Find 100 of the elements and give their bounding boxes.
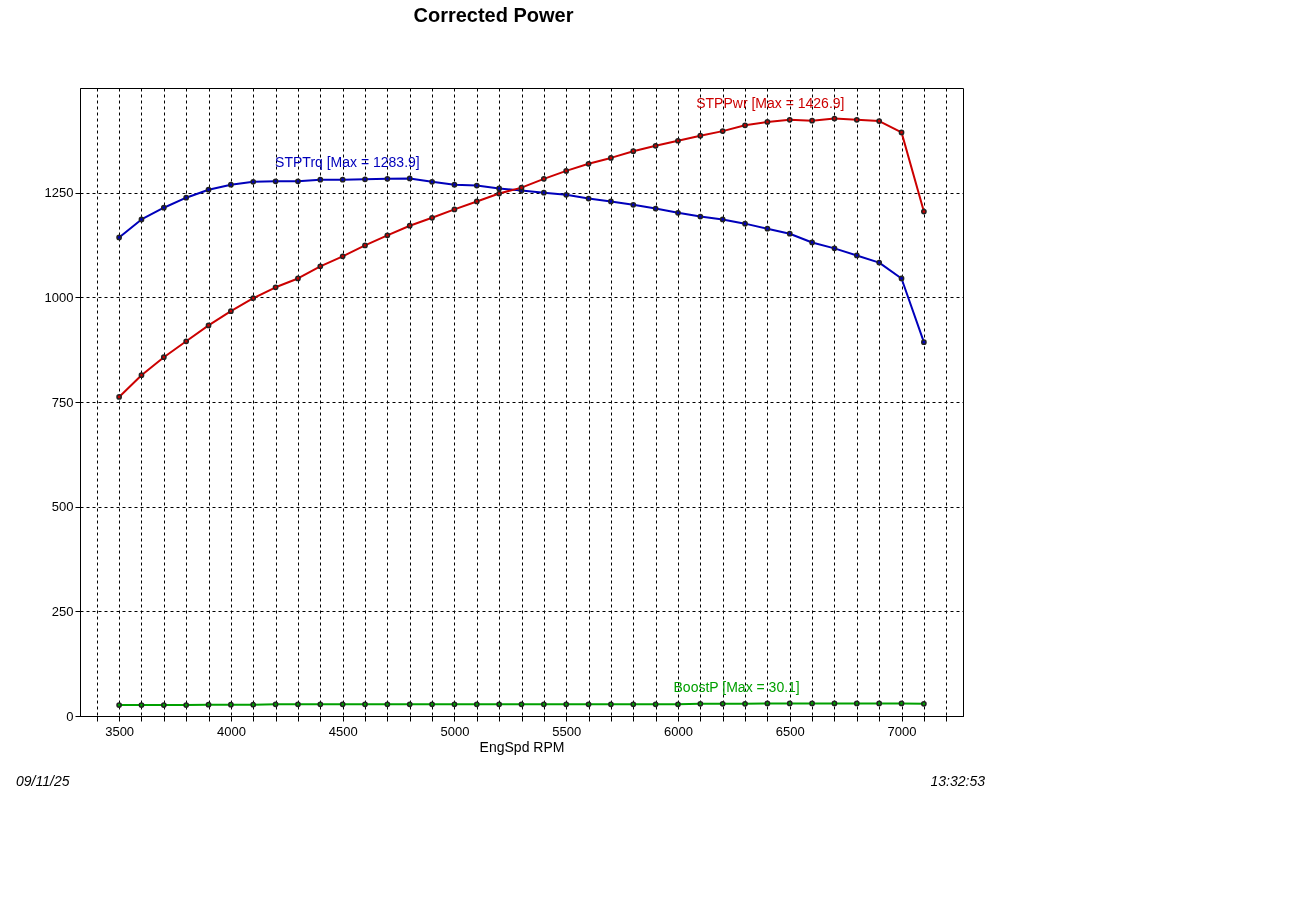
point xyxy=(272,701,279,708)
point xyxy=(496,185,503,192)
point xyxy=(272,178,279,185)
point xyxy=(160,354,167,361)
point xyxy=(429,701,435,708)
point xyxy=(742,700,748,707)
point xyxy=(809,117,815,124)
point xyxy=(116,394,122,400)
x-tick-label: 4000 xyxy=(216,723,246,739)
point xyxy=(362,242,368,249)
point xyxy=(138,216,145,223)
point xyxy=(183,338,190,345)
point xyxy=(250,701,257,708)
point xyxy=(608,198,614,205)
point xyxy=(205,701,212,708)
point xyxy=(384,232,391,239)
x-tick-label: 5000 xyxy=(440,723,470,739)
point xyxy=(585,160,592,167)
y-tick-label: 750 xyxy=(51,394,74,410)
point xyxy=(295,178,301,185)
text: 09/11/25 xyxy=(16,773,70,789)
x-axis-title: EngSpd RPM xyxy=(479,738,565,755)
point xyxy=(228,701,234,708)
point xyxy=(160,702,167,708)
point xyxy=(228,181,234,188)
point xyxy=(876,118,883,124)
point xyxy=(652,701,659,708)
point xyxy=(786,230,793,237)
point xyxy=(496,701,503,708)
point xyxy=(473,182,480,189)
point xyxy=(295,701,301,708)
point xyxy=(652,142,659,149)
point xyxy=(540,175,547,182)
point xyxy=(719,128,726,134)
point xyxy=(585,701,592,708)
text: 13:32:53 xyxy=(930,773,986,789)
point xyxy=(317,701,324,708)
point xyxy=(116,234,122,241)
point xyxy=(764,225,771,232)
point xyxy=(362,701,368,708)
point xyxy=(876,259,883,266)
point xyxy=(719,216,726,223)
point xyxy=(809,239,815,246)
point xyxy=(630,148,637,155)
y-tick-label: 1000 xyxy=(44,289,74,305)
point xyxy=(451,181,458,188)
point xyxy=(831,700,838,707)
point xyxy=(697,700,704,707)
point xyxy=(652,205,659,212)
x-tick-label: 4500 xyxy=(328,723,358,739)
x-tick-label: 7000 xyxy=(887,723,917,739)
point xyxy=(272,284,279,291)
y-tick-label: 500 xyxy=(51,499,74,515)
series-label: STPPwr [Max = 1426.9] xyxy=(696,94,845,111)
point xyxy=(518,701,525,708)
point xyxy=(764,700,771,707)
point xyxy=(205,322,212,329)
point xyxy=(295,275,301,282)
point xyxy=(898,275,905,282)
point xyxy=(675,137,681,144)
y-tick-label: 1250 xyxy=(44,185,74,201)
point xyxy=(563,701,570,708)
point xyxy=(831,115,838,122)
point xyxy=(764,119,771,125)
point xyxy=(608,155,614,161)
point xyxy=(473,198,480,205)
point xyxy=(228,308,234,315)
point xyxy=(608,701,614,708)
point xyxy=(921,700,927,707)
point xyxy=(697,132,704,139)
point xyxy=(406,175,413,182)
point xyxy=(451,701,458,708)
x-tick-label: 5500 xyxy=(552,723,582,739)
y-tick-label: 250 xyxy=(51,603,74,619)
series-label: BoostP [Max = 30.1] xyxy=(673,679,800,696)
point xyxy=(339,253,346,260)
point xyxy=(116,702,122,708)
point xyxy=(831,245,838,252)
point xyxy=(205,186,212,193)
point xyxy=(898,700,905,707)
point xyxy=(540,701,547,708)
point xyxy=(473,701,480,708)
point xyxy=(339,176,346,183)
point xyxy=(630,701,637,708)
point xyxy=(496,190,503,197)
point xyxy=(362,176,368,183)
x-tick-label: 3500 xyxy=(105,723,135,739)
point xyxy=(675,701,681,708)
point xyxy=(138,372,145,379)
point xyxy=(898,129,905,136)
point xyxy=(742,220,748,227)
point xyxy=(160,204,167,211)
point xyxy=(630,201,637,208)
point xyxy=(384,175,391,182)
point xyxy=(317,176,324,183)
point xyxy=(540,189,547,196)
point xyxy=(406,222,413,229)
point xyxy=(921,339,927,345)
chart-title: Corrected Power xyxy=(413,4,574,26)
point xyxy=(250,178,257,185)
